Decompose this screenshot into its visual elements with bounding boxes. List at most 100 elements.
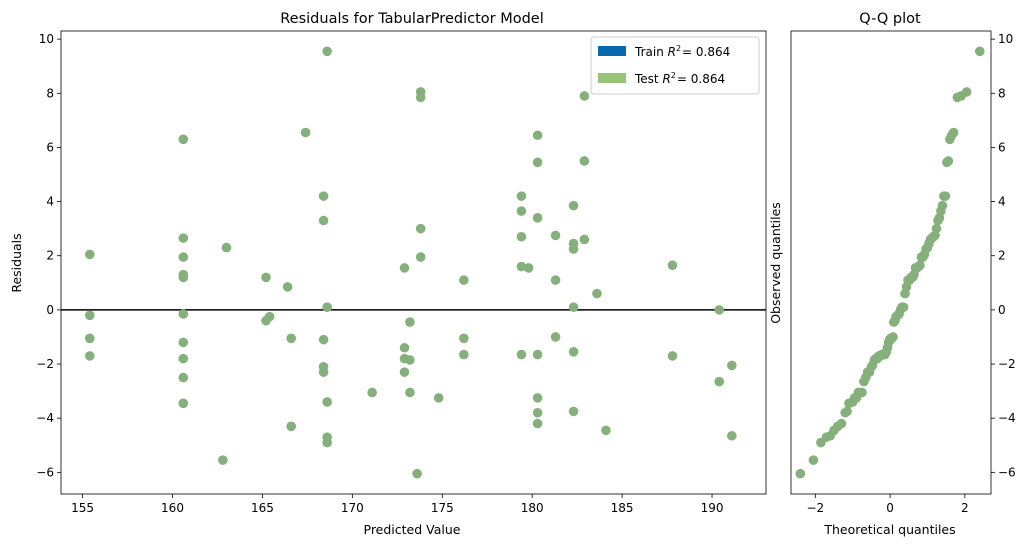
residual-point <box>532 393 543 403</box>
residual-point <box>727 360 737 371</box>
y-tick-label: 6 <box>998 140 1006 154</box>
residual-point <box>532 213 543 223</box>
residual-point <box>459 275 469 285</box>
qq-point <box>974 46 985 57</box>
qq-point <box>836 418 847 429</box>
legend-train-swatch <box>598 46 626 56</box>
residual-point <box>532 130 543 141</box>
residual-point <box>415 223 426 234</box>
residual-point <box>532 407 543 418</box>
legend-test-label: Test R2= 0.864 <box>634 71 725 86</box>
y-tick-label: 8 <box>46 86 54 100</box>
residuals-x-ticks: 155 160 165 170 175 180 185 190 <box>71 494 723 515</box>
x-tick-label: 0 <box>886 501 894 515</box>
residuals-x-axis-label: Predicted Value <box>364 522 461 537</box>
residual-point <box>300 127 311 138</box>
residual-point <box>568 200 579 211</box>
legend-test-swatch <box>598 73 626 83</box>
qq-x-axis-label: Theoretical quantiles <box>823 522 955 537</box>
residual-point <box>532 418 543 429</box>
residual-point <box>459 333 469 344</box>
qq-point <box>937 200 948 211</box>
y-tick-label: −6 <box>998 465 1016 479</box>
x-tick-label: 165 <box>251 501 274 515</box>
residual-point <box>399 367 410 377</box>
y-tick-label: 8 <box>998 86 1006 100</box>
residual-point <box>415 92 426 103</box>
residual-point <box>405 317 415 327</box>
residual-point <box>601 425 611 436</box>
residual-point <box>516 349 527 360</box>
residuals-y-ticks: −6 −4 −2 0 2 4 6 8 10 <box>36 32 61 479</box>
residual-point <box>261 272 271 283</box>
residual-point <box>178 134 189 145</box>
residual-point <box>550 230 561 241</box>
residual-point <box>318 191 329 201</box>
qq-point <box>948 127 959 138</box>
residual-point <box>568 302 579 312</box>
qq-point <box>795 468 806 479</box>
residuals-panel: Residuals for TabularPredictor Model 155… <box>9 11 767 537</box>
residual-point <box>84 249 95 260</box>
residual-point <box>178 272 189 283</box>
residual-point <box>405 355 415 365</box>
x-tick-label: 185 <box>611 501 634 515</box>
residual-point <box>516 231 527 242</box>
residual-point <box>322 397 332 407</box>
residual-point <box>178 398 189 409</box>
y-tick-label: 2 <box>998 249 1006 263</box>
residual-point <box>459 349 469 360</box>
qq-panel: Q-Q plot −2 0 2 −6 −4 −2 0 2 4 6 8 10 Theoretical … <box>768 11 1016 537</box>
y-tick-label: 10 <box>39 32 54 46</box>
qq-plot-frame <box>790 30 992 495</box>
x-tick-label: −2 <box>806 501 824 515</box>
residual-point <box>286 421 297 432</box>
residual-point <box>84 333 95 344</box>
residual-point <box>579 156 590 166</box>
residual-point <box>532 349 543 360</box>
x-tick-label: 170 <box>341 501 364 515</box>
residuals-plot-frame <box>60 30 767 495</box>
residual-point <box>568 406 579 417</box>
qq-point <box>898 302 909 312</box>
residual-point <box>399 342 410 353</box>
residual-point <box>367 387 377 398</box>
qq-y-ticks: −6 −4 −2 0 2 4 6 8 10 <box>991 32 1016 479</box>
residual-point <box>516 206 527 216</box>
residual-point <box>415 252 426 262</box>
residual-point <box>221 242 232 253</box>
residual-point <box>727 430 737 441</box>
residual-point <box>318 334 329 345</box>
residual-point <box>322 46 332 57</box>
qq-point <box>888 332 898 342</box>
y-tick-label: 0 <box>998 303 1006 317</box>
residual-point <box>433 393 444 403</box>
qq-x-ticks: −2 0 2 <box>806 494 969 515</box>
residual-point <box>178 252 189 262</box>
y-tick-label: 4 <box>998 195 1006 209</box>
y-tick-label: −4 <box>36 411 54 425</box>
residual-point <box>318 367 329 377</box>
residual-point <box>264 311 275 322</box>
x-tick-label: 155 <box>71 501 94 515</box>
residual-point <box>318 215 329 226</box>
qq-point <box>940 191 951 201</box>
residual-point <box>322 302 332 312</box>
residual-point <box>592 288 602 299</box>
residual-point <box>399 263 410 273</box>
qq-point <box>931 223 942 234</box>
residual-point <box>84 351 95 361</box>
residual-point <box>579 91 590 101</box>
qq-point <box>961 87 972 97</box>
residual-point <box>550 275 561 285</box>
residual-point <box>568 347 579 357</box>
x-tick-label: 2 <box>961 501 969 515</box>
x-tick-label: 180 <box>521 501 544 515</box>
residual-point <box>218 455 228 465</box>
x-tick-label: 190 <box>701 501 724 515</box>
residual-point <box>532 157 543 168</box>
residual-point <box>178 372 189 383</box>
residual-point <box>568 244 579 254</box>
residual-point <box>516 261 527 272</box>
